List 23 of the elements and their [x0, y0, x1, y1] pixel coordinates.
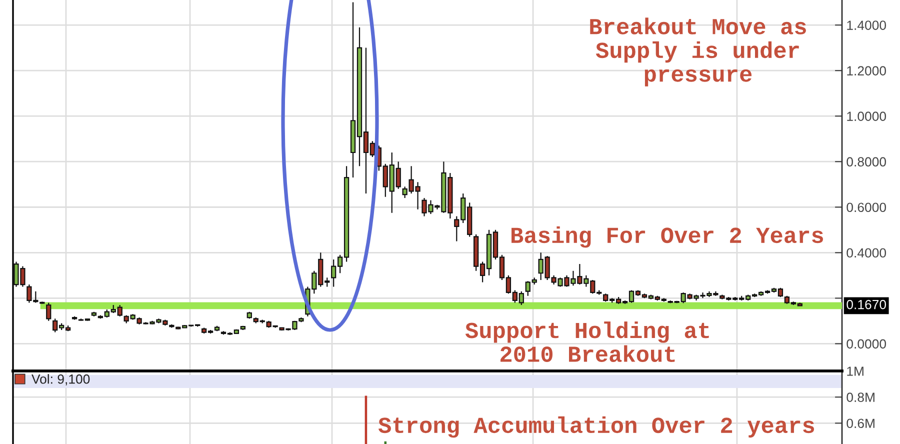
legend-label: Vol: 9,100: [32, 374, 90, 386]
y-tick-label: 0.6000: [846, 202, 886, 212]
y-tick-label: 0.4000: [846, 248, 886, 258]
y-tick-label: 1.2000: [847, 66, 886, 76]
y-tick-label: 1.4000: [847, 20, 886, 30]
y-tick-label: 0.8M: [846, 392, 874, 402]
candlestick: [246, 311, 252, 320]
annotation: Strong Accumulation Over 2 years: [378, 416, 814, 438]
y-tick-label: 0.8000: [846, 157, 886, 167]
candlestick: [72, 316, 78, 320]
y-tick-label: 0.0000: [846, 339, 886, 349]
candlestick: [240, 325, 246, 331]
y-tick-label: 1.0000: [847, 112, 886, 121]
y-tick-label: 0.6M: [846, 418, 874, 428]
ref-line-label: 0.1670: [846, 300, 886, 310]
annotation: Support Holding at 2010 Breakout: [465, 321, 709, 362]
candlestick: [46, 302, 52, 322]
annotation: Basing For Over 2 Years: [512, 226, 823, 248]
y-tick-label: 1M: [847, 366, 864, 376]
annotation: Breakout Move as Supply is under pressure: [590, 18, 806, 86]
candlestick: [91, 311, 97, 317]
candlestick: [214, 325, 220, 332]
candlestick: [40, 301, 45, 304]
